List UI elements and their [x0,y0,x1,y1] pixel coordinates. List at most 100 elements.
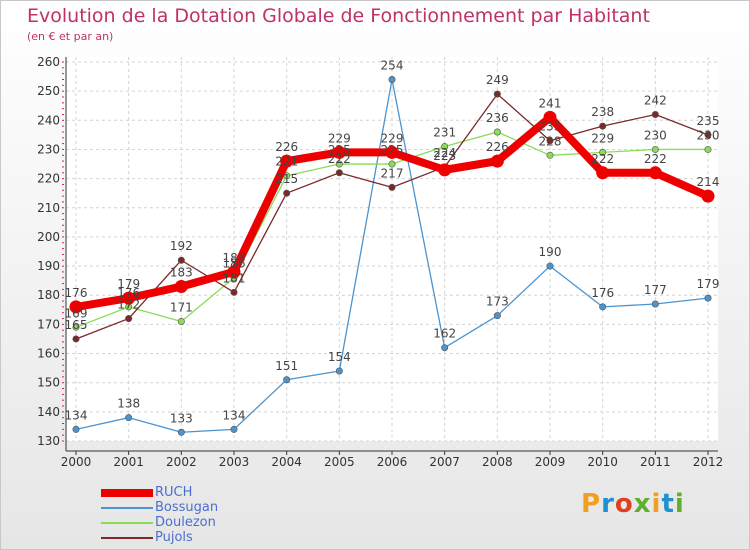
data-point-pujols [230,288,238,296]
data-label-pujols: 222 [328,152,351,166]
x-tick-label: 2000 [61,455,92,469]
data-label-doulezon: 228 [539,134,562,148]
logo-letter: t [661,489,675,519]
data-point-pujols [546,137,554,145]
data-label-bossugan: 138 [117,397,140,411]
data-point-pujols [704,131,712,139]
data-label-bossugan: 133 [170,411,193,425]
proxiti-logo: Proxiti [581,489,685,519]
data-point-ruch [174,279,188,293]
legend-swatch-doulezon [101,522,153,524]
data-label-ruch: 223 [433,149,456,163]
legend: RUCH Bossugan Doulezon Pujols [101,485,301,545]
data-point-ruch [332,145,346,159]
data-point-bossugan [651,300,659,308]
x-tick-label: 2009 [535,455,566,469]
data-point-doulezon [704,145,712,153]
data-label-ruch: 226 [486,140,509,154]
data-label-bossugan: 177 [644,283,667,297]
data-label-pujols: 233 [539,120,562,134]
data-point-ruch [648,166,662,180]
x-tick-label: 2003 [219,455,250,469]
data-label-ruch: 183 [170,265,193,279]
data-point-doulezon [493,128,501,136]
legend-label-ruch: RUCH [155,485,193,500]
y-tick-label: 210 [37,201,60,215]
data-point-ruch [543,110,557,124]
data-label-pujols: 217 [381,166,404,180]
data-point-doulezon [177,317,185,325]
data-label-doulezon: 230 [644,128,667,142]
data-point-ruch [280,154,294,168]
legend-label-doulezon: Doulezon [155,515,216,530]
logo-letter: r [601,489,615,519]
data-point-pujols [283,189,291,197]
data-point-doulezon [72,323,80,331]
data-label-ruch: 229 [381,131,404,145]
logo-letter: i [674,489,685,519]
x-tick-label: 2006 [377,455,408,469]
data-label-doulezon: 225 [381,143,404,157]
data-point-pujols [651,110,659,118]
data-label-doulezon: 236 [486,111,509,125]
y-tick-label: 130 [37,434,60,448]
data-point-pujols [493,90,501,98]
data-label-pujols: 249 [486,73,509,87]
data-point-ruch [385,145,399,159]
data-point-bossugan [441,344,449,352]
data-label-ruch: 188 [223,251,246,265]
legend-item-ruch: RUCH [101,485,301,500]
y-tick-label: 230 [37,142,60,156]
data-label-doulezon: 229 [591,131,614,145]
y-tick-label: 140 [37,405,60,419]
data-point-bossugan [125,414,133,422]
data-label-doulezon: 171 [170,300,193,314]
data-point-bossugan [283,376,291,384]
y-tick-label: 180 [37,288,60,302]
data-label-pujols: 165 [65,318,88,332]
data-point-bossugan [335,367,343,375]
data-point-ruch [701,189,715,203]
logo-letter: x [633,489,652,519]
data-point-doulezon [441,143,449,151]
legend-swatch-pujols [101,537,153,539]
legend-swatch-ruch [101,489,153,497]
data-label-pujols: 172 [117,298,140,312]
data-label-ruch: 241 [539,96,562,110]
data-label-doulezon: 221 [275,155,298,169]
data-point-bossugan [599,303,607,311]
data-label-bossugan: 254 [381,58,404,72]
x-tick-label: 2012 [693,455,724,469]
data-label-bossugan: 190 [539,245,562,259]
x-tick-label: 2001 [113,455,144,469]
data-label-ruch: 226 [275,140,298,154]
data-point-pujols [125,315,133,323]
data-point-bossugan [177,428,185,436]
data-point-bossugan [704,294,712,302]
data-label-doulezon: 169 [65,306,88,320]
y-tick-label: 200 [37,230,60,244]
logo-letter: P [581,489,602,519]
data-label-doulezon: 225 [328,143,351,157]
data-point-pujols [177,256,185,264]
data-point-bossugan [546,262,554,270]
data-point-doulezon [599,148,607,156]
x-tick-label: 2010 [587,455,618,469]
data-label-bossugan: 176 [591,286,614,300]
y-tick-label: 260 [37,55,60,69]
data-point-bossugan [230,425,238,433]
data-point-doulezon [335,160,343,168]
chart-title: Evolution de la Dotation Globale de Fonc… [27,5,650,27]
data-point-ruch [227,265,241,279]
y-tick-label: 160 [37,347,60,361]
data-label-ruch: 179 [117,277,140,291]
x-tick-label: 2008 [482,455,513,469]
data-label-doulezon: 231 [433,126,456,140]
data-point-ruch [438,163,452,177]
data-label-pujols: 215 [275,172,298,186]
data-label-pujols: 192 [170,239,193,253]
data-point-doulezon [388,160,396,168]
data-label-doulezon: 230 [697,128,720,142]
data-label-bossugan: 179 [697,277,720,291]
